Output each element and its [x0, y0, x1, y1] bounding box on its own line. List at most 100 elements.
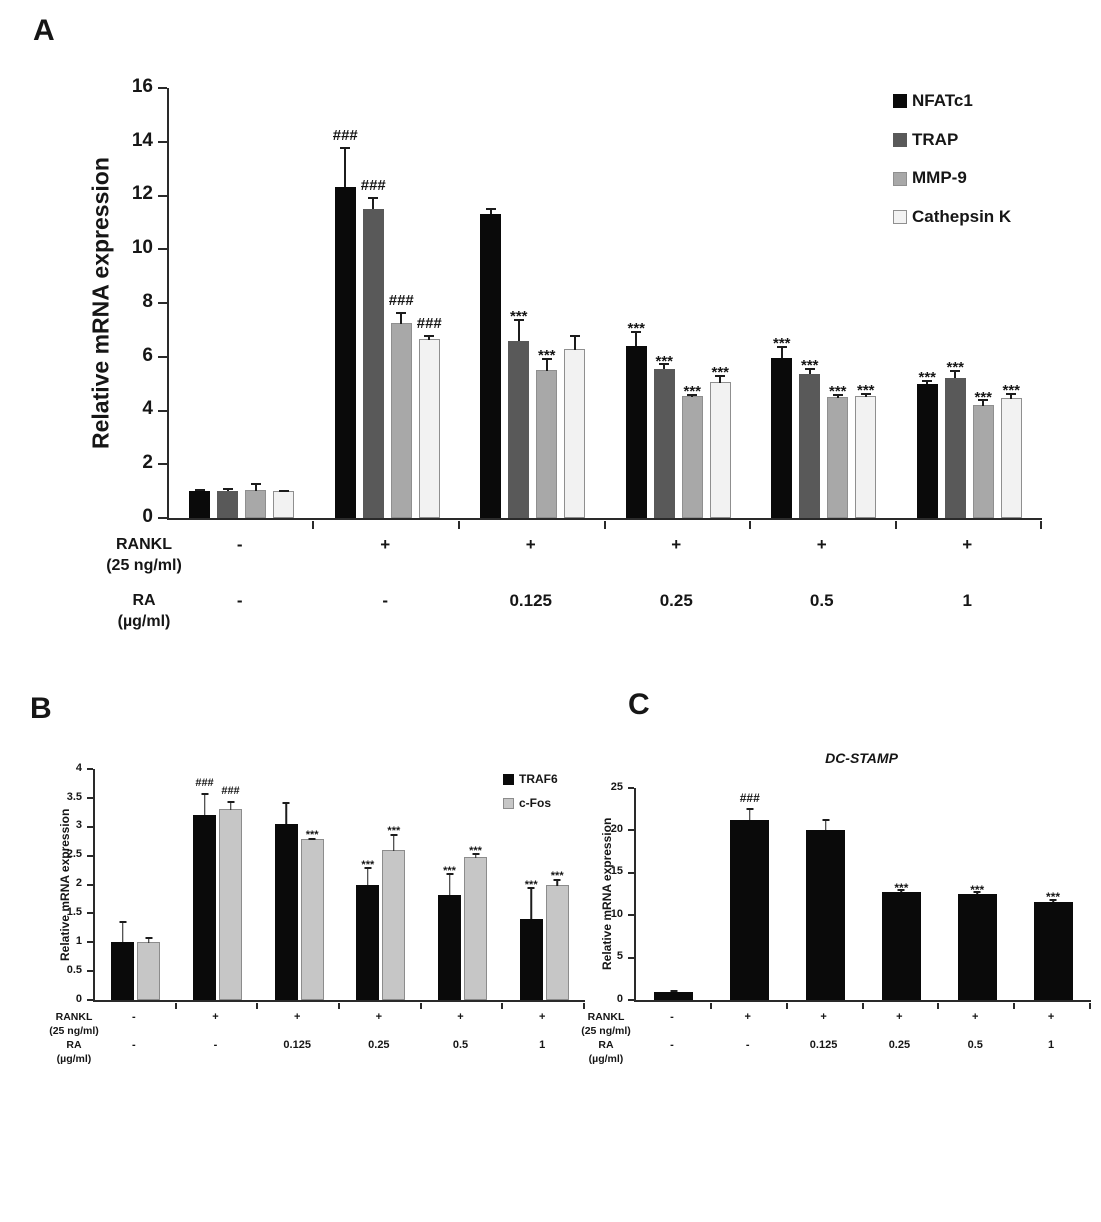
significance-annotation: ***: [387, 825, 401, 838]
y-tick-mark: [157, 302, 167, 304]
x-tick-mark: [174, 1002, 177, 1009]
error-bar: [400, 312, 403, 325]
x-value-row: - - 0.125 0.25 0.5 1: [167, 590, 1040, 611]
error-bar-cap: [145, 937, 153, 940]
error-bar-cap: [1006, 392, 1017, 395]
bar-group: *** ***: [422, 769, 504, 1000]
x-row-header: RA (µg/ml): [567, 1038, 645, 1066]
y-tick-mark: [157, 194, 167, 197]
error-bar: [229, 800, 232, 811]
x-condition-value: +: [816, 535, 827, 554]
x-condition-value: +: [972, 1011, 979, 1023]
y-tick-label: 25: [610, 780, 623, 793]
x-condition-value: 0.25: [888, 1039, 911, 1051]
error-bar-cap: [485, 207, 496, 210]
error-bar-cap: [860, 392, 871, 395]
x-value-row: - - 0.125 0.25 0.5 1: [93, 1038, 583, 1052]
y-tick-mark: [157, 248, 167, 251]
y-tick-mark: [157, 87, 167, 89]
x-condition-value: 0.5: [967, 1039, 983, 1051]
error-bar-cap: [687, 393, 698, 396]
legend-swatch: [893, 171, 907, 186]
error-bar-cap: [472, 853, 480, 856]
y-tick-mark: [157, 517, 167, 519]
y-tick-mark: [157, 140, 167, 143]
bar-group: [95, 769, 177, 1000]
error-bar-cap: [308, 837, 316, 840]
x-condition-value: -: [132, 1039, 136, 1051]
y-tick-label: 2: [142, 452, 153, 474]
bar-group: ***: [939, 788, 1015, 1000]
x-row-sublabel: (µg/ml): [117, 613, 171, 630]
x-tick-mark: [457, 520, 460, 529]
error-bar-cap: [541, 357, 552, 360]
chart-title: DC-STAMP: [825, 750, 898, 766]
error-bar: [808, 367, 811, 375]
x-row-header: RANKL (25 ng/ml): [35, 1010, 113, 1038]
error-bar: [372, 196, 375, 209]
bar-group: ***: [1015, 788, 1091, 1000]
error-bar: [954, 370, 957, 379]
bar-groups: ### ### *** *** *** *** *** *** ***: [95, 769, 585, 1000]
significance-annotation: ***: [1046, 889, 1061, 904]
y-tick-mark: [86, 999, 93, 1001]
x-condition-value: +: [380, 535, 391, 554]
bar-nfatc1: ***: [916, 370, 938, 518]
y-tick-mark: [86, 796, 93, 799]
y-tick-label: 0.5: [66, 963, 82, 976]
error-bar: [719, 375, 722, 384]
bar-group: ***: [258, 769, 340, 1000]
bar-cathepsin-k: ***: [1000, 383, 1022, 518]
x-tick-mark: [256, 1002, 259, 1009]
x-tick-mark: [312, 520, 315, 529]
y-tick-label: 16: [131, 75, 153, 97]
x-condition-value: +: [1047, 1011, 1055, 1023]
y-axis-label: Relative mRNA expression: [600, 817, 614, 971]
x-condition-value: 0.5: [809, 591, 834, 610]
x-condition-value: -: [236, 591, 243, 610]
x-condition-value: +: [293, 1011, 301, 1023]
error-bar-cap: [119, 921, 127, 924]
legend-item-nfatc1: NFATc1: [893, 91, 1011, 111]
legend-item-trap: TRAP: [893, 129, 1011, 150]
bar-trap: ***: [653, 354, 675, 518]
x-condition-value: 1: [539, 1039, 546, 1051]
bar-mmp-9: ***: [536, 348, 558, 518]
significance-annotation: ###: [221, 784, 240, 797]
error-bar: [556, 878, 558, 886]
y-tick-label: 15: [610, 865, 623, 878]
significance-annotation: ***: [524, 879, 538, 892]
x-tick-mark: [748, 520, 751, 529]
error-bar-cap: [776, 346, 787, 348]
x-row-header: RA (µg/ml): [92, 590, 196, 632]
error-bar-cap: [746, 808, 754, 811]
bar-cathepsin-k: [564, 334, 586, 518]
y-tick-mark: [627, 956, 634, 959]
x-tick-mark: [419, 1002, 422, 1009]
bar-trap: ***: [944, 360, 966, 518]
plot-area: 0 0.5 1 1.5 2 2.5 3 3.5 4 ### ### *** *** *** *** *** **…: [67, 762, 585, 1009]
x-condition-value: +: [744, 1011, 751, 1023]
error-bar-cap: [631, 331, 642, 334]
legend: TRAF6 c-Fos: [503, 772, 558, 821]
x-value-row: - + + + + +: [93, 1010, 583, 1024]
x-condition-value: 1: [1047, 1039, 1055, 1051]
error-bar: [428, 334, 431, 341]
error-bar-cap: [569, 334, 580, 337]
significance-annotation: ***: [550, 870, 564, 883]
error-bar-cap: [832, 394, 843, 397]
bar-dc-stamp: ***: [881, 882, 921, 1000]
y-tick-mark: [157, 355, 167, 358]
legend-label: TRAP: [912, 129, 959, 149]
error-bar-cap: [822, 819, 830, 822]
x-condition-value: +: [525, 535, 536, 554]
x-condition-value: -: [745, 1039, 750, 1051]
x-condition-value: -: [132, 1011, 136, 1023]
significance-annotation: ***: [1002, 381, 1021, 399]
significance-annotation: ***: [894, 880, 909, 895]
x-value-row: - + + + + +: [634, 1010, 1089, 1024]
bar-trap: ***: [799, 358, 821, 518]
bar-group: [169, 88, 315, 518]
x-condition-value: 0.25: [368, 1039, 390, 1051]
x-condition-value: 0.125: [283, 1039, 311, 1051]
